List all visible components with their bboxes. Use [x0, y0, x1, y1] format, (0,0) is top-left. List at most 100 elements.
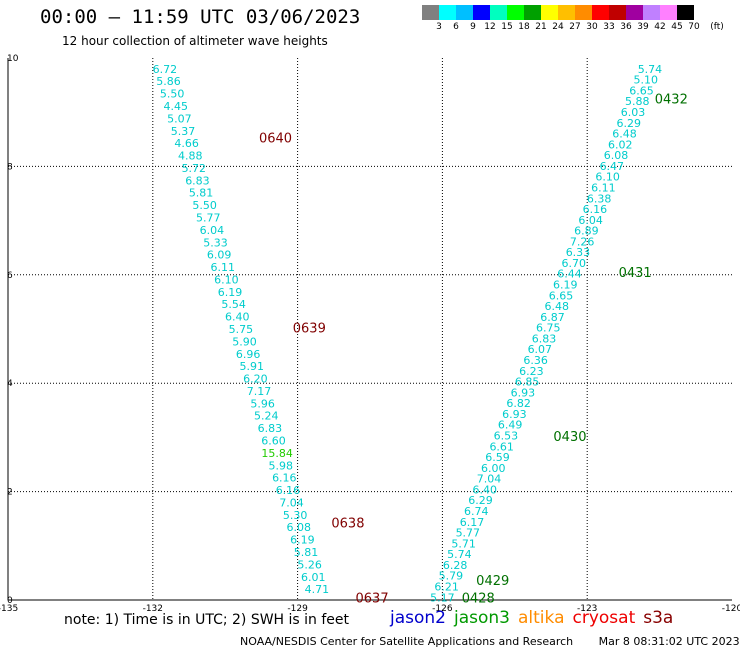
wave-height-label: 6.08 [604, 149, 629, 162]
legend-label: 15 [501, 22, 513, 32]
wave-height-label: 5.37 [171, 125, 196, 138]
x-tick-label: -132 [143, 604, 163, 614]
wave-height-label: 5.33 [203, 236, 228, 249]
x-tick-label: -129 [287, 604, 308, 614]
legend-label: 45 [671, 22, 683, 32]
footer-credit: NOAA/NESDIS Center for Satellite Applica… [240, 635, 574, 648]
wave-height-label: 5.50 [192, 199, 217, 212]
legend-label: (ft) [710, 22, 724, 32]
wave-height-label: 5.98 [268, 459, 293, 472]
pass-time-label: 0639 [293, 321, 326, 336]
satellite-legend-altika: altika [518, 608, 565, 628]
wave-height-label: 6.19 [290, 534, 315, 547]
wave-height-label: 6.48 [545, 300, 570, 313]
wave-height-label: 6.85 [515, 376, 540, 389]
legend-swatch [541, 5, 558, 20]
wave-height-label: 6.04 [578, 214, 603, 227]
wave-height-label: 5.71 [451, 537, 476, 550]
legend-label: 30 [586, 22, 598, 32]
x-tick-label: -135 [0, 604, 18, 614]
wave-height-label: 5.24 [254, 410, 279, 423]
legend-swatch [422, 5, 439, 20]
units-note: note: 1) Time is in UTC; 2) SWH is in fe… [64, 612, 350, 628]
wave-height-label: 5.30 [283, 509, 308, 522]
wave-height-label: 6.23 [519, 365, 544, 378]
axes: -135 -132 -129 -126 -123 -120 0 2 4 6 8 10 [0, 54, 740, 614]
legend-swatch [507, 5, 524, 20]
wave-height-label: 6.29 [617, 117, 642, 130]
wave-height-label: 4.71 [305, 583, 330, 596]
page-subtitle: 12 hour collection of altimeter wave hei… [62, 34, 328, 48]
wave-height-label: 7.17 [247, 385, 272, 398]
wave-height-label: 6.82 [506, 397, 531, 410]
legend-label: 6 [453, 22, 459, 32]
satellite-tracks: 6.725.865.504.455.075.374.664.885.726.83… [153, 63, 688, 606]
wave-height-label: 6.53 [494, 430, 519, 443]
legend-label: 21 [535, 22, 547, 32]
track-cryosat: 6.725.865.504.455.075.374.664.885.726.83… [153, 63, 389, 606]
wave-height-label: 7.04 [279, 496, 304, 509]
wave-height-label: 6.83 [258, 422, 283, 435]
wave-height-label: 6.01 [301, 571, 326, 584]
legend-swatch [575, 5, 592, 20]
y-tick-label: 10 [7, 54, 19, 64]
wave-height-label: 7.26 [570, 235, 595, 248]
legend-swatch [643, 5, 660, 20]
wave-height-label: 6.75 [536, 322, 561, 335]
wave-height-label: 6.21 [434, 581, 459, 594]
track-jason3: 5.745.106.655.886.036.296.486.026.086.47… [430, 63, 688, 606]
legend-label: 42 [654, 22, 666, 32]
wave-height-label: 6.20 [243, 373, 268, 386]
legend-swatch [677, 5, 694, 20]
legend-label: 27 [569, 22, 581, 32]
wave-height-label: 6.04 [200, 224, 225, 237]
grid-lines [8, 58, 732, 600]
pass-time-label: 0637 [356, 591, 389, 606]
legend-swatch [609, 5, 626, 20]
wave-height-label: 6.72 [153, 63, 178, 76]
wave-height-label: 7.04 [477, 473, 502, 486]
legend-label: 3 [436, 22, 442, 32]
wave-height-label: 6.93 [511, 386, 536, 399]
wave-height-label: 5.07 [167, 112, 192, 125]
wave-height-label: 6.33 [566, 246, 591, 259]
wave-height-label: 5.88 [625, 95, 650, 108]
wave-height-label: 4.45 [163, 100, 188, 113]
footer-timestamp: Mar 8 08:31:02 UTC 2023 [598, 635, 740, 648]
y-tick-label: 2 [7, 488, 13, 498]
wave-height-label: 6.16 [276, 484, 301, 497]
pass-time-label: 0431 [619, 266, 652, 281]
wave-height-label: 6.19 [218, 286, 243, 299]
legend-swatch [473, 5, 490, 20]
page-title: 00:00 – 11:59 UTC 03/06/2023 [40, 6, 361, 28]
wave-height-label: 6.61 [489, 440, 514, 453]
wave-height-label: 6.08 [287, 521, 312, 534]
wave-height-label: 5.50 [160, 88, 185, 101]
wave-height-label: 5.86 [156, 75, 181, 88]
pass-time-label: 0432 [655, 93, 688, 108]
wave-height-label: 5.10 [633, 74, 658, 87]
wave-height-label: 6.11 [211, 261, 236, 274]
legend-label: 18 [518, 22, 530, 32]
wave-height-label: 6.02 [608, 138, 633, 151]
y-tick-label: 8 [7, 162, 13, 172]
legend-label: 24 [552, 22, 564, 32]
wave-height-label: 5.81 [189, 187, 214, 200]
legend-swatch [660, 5, 677, 20]
wave-height-label: 6.16 [583, 203, 608, 216]
legend-label: 12 [484, 22, 496, 32]
wave-height-label: 6.28 [443, 559, 468, 572]
legend-labels: 3 6 9 12 15 18 21 24 27 30 33 36 39 42 45 70 (ft) [422, 22, 740, 36]
wave-height-label: 6.10 [214, 273, 239, 286]
legend-label: 36 [620, 22, 632, 32]
legend-label: 33 [603, 22, 615, 32]
wave-height-label: 6.59 [485, 451, 510, 464]
wave-height-label: 6.48 [612, 128, 637, 141]
wave-height-label: 6.49 [498, 419, 523, 432]
satellite-legend-s3a: s3a [643, 608, 674, 628]
wave-height-label: 6.19 [553, 279, 578, 292]
wave-height-label: 6.11 [591, 181, 616, 194]
wave-height-label: 6.16 [272, 472, 297, 485]
pass-time-label: 0638 [331, 516, 364, 531]
